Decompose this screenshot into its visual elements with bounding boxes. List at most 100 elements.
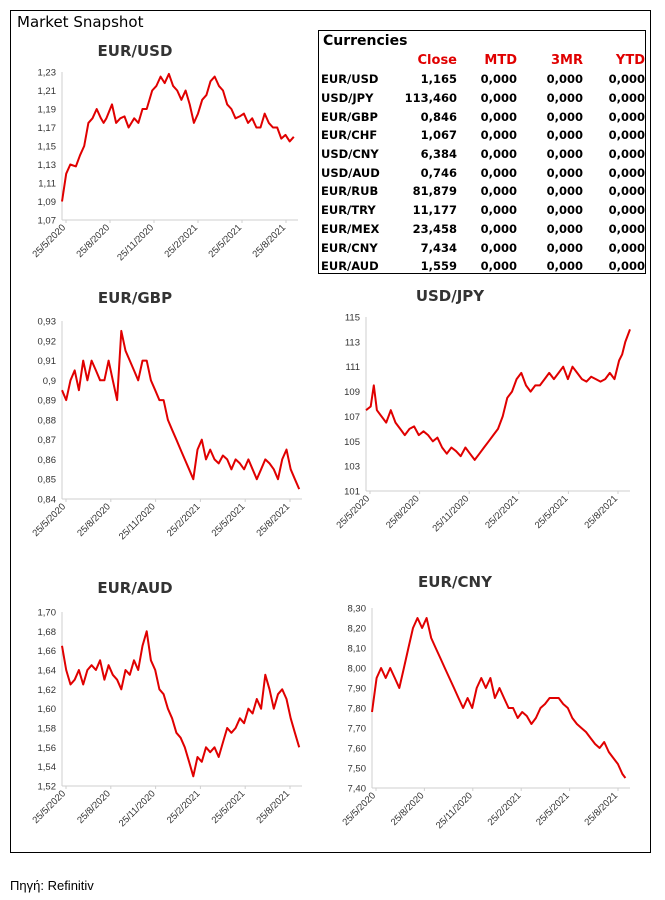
y-tick-label: 0,89 [38,396,57,407]
y-tick-label: 1,13 [38,160,57,171]
x-tick-label: 25/8/2020 [389,790,427,828]
y-tick-label: 1,09 [38,197,57,208]
pair-cell: EUR/GBP [321,109,378,124]
ytd-cell: 0,000 [608,109,645,124]
close-cell: 81,879 [412,184,457,199]
x-tick-label: 25/8/2021 [582,790,620,828]
x-tick-label: 25/11/2020 [117,501,158,542]
ytd-cell: 0,000 [608,72,645,87]
x-tick-label: 25/5/2021 [210,788,248,826]
close-cell: 11,177 [412,203,457,218]
mtd-cell: 0,000 [480,147,517,162]
mtd-cell: 0,000 [480,128,517,143]
table-row: EUR/CHF 1,067 0,000 0,000 0,000 [321,126,645,145]
pair-cell: EUR/MEX [321,221,380,236]
table-row: EUR/TRY 11,177 0,000 0,000 0,000 [321,201,645,220]
y-tick-label: 1,66 [38,646,57,657]
y-tick-label: 1,54 [38,762,57,773]
y-tick-label: 103 [344,462,360,473]
3mr-cell: 0,000 [546,91,583,106]
pair-cell: EUR/CNY [321,240,378,255]
3mr-cell: 0,000 [546,203,583,218]
y-tick-label: 1,17 [38,123,57,134]
3mr-cell: 0,000 [546,165,583,180]
y-tick-label: 1,64 [38,666,57,677]
series-line [61,630,301,778]
pair-cell: USD/JPY [321,91,374,106]
ytd-cell: 0,000 [608,128,645,143]
y-tick-label: 109 [344,387,360,398]
y-tick-label: 0,87 [38,435,57,446]
y-tick-label: 1,07 [38,216,57,227]
table-row: EUR/USD 1,165 0,000 0,000 0,000 [321,70,645,89]
source-note: Πηγή: Refinitiv [10,878,94,893]
close-cell: 0,746 [420,165,457,180]
y-tick-label: 0,93 [38,317,57,328]
table-body: EUR/USD 1,165 0,000 0,000 0,000 USD/JPY 113,46… [321,70,645,276]
x-tick-label: 25/5/2021 [206,222,244,260]
y-tick-label: 0,86 [38,455,57,466]
y-tick-label: 7,60 [348,744,367,755]
x-tick-label: 25/5/2020 [334,493,372,531]
y-tick-label: 1,52 [38,782,57,793]
x-tick-label: 25/11/2020 [117,788,158,829]
y-tick-label: 7,70 [348,724,367,735]
y-tick-label: 115 [345,313,360,324]
3mr-cell: 0,000 [546,147,583,162]
close-cell: 6,384 [420,147,457,162]
col-header-mtd: MTD [484,53,517,68]
3mr-cell: 0,000 [546,221,583,236]
y-tick-label: 1,15 [38,142,57,153]
pair-cell: EUR/USD [321,72,379,87]
x-tick-label: 25/5/2020 [340,790,378,828]
pair-cell: EUR/AUD [321,259,379,274]
table-row: EUR/AUD 1,559 0,000 0,000 0,000 [321,257,645,276]
y-tick-label: 1,21 [38,86,57,97]
chart-euraud: EUR/AUD 1,52 1,54 1,56 1,58 1,60 1,62 1,64 1,66 1… [30,579,302,829]
y-tick-label: 7,80 [348,704,367,715]
mtd-cell: 0,000 [480,91,517,106]
ytd-cell: 0,000 [608,221,645,236]
x-tick-label: 25/5/2020 [30,501,68,539]
y-tick-label: 105 [344,437,360,448]
x-tick-label: 25/5/2020 [30,788,68,826]
3mr-cell: 0,000 [546,259,583,274]
3mr-cell: 0,000 [546,72,583,87]
mtd-cell: 0,000 [480,203,517,218]
ytd-cell: 0,000 [608,203,645,218]
y-tick-label: 0,91 [38,356,57,367]
y-tick-label: 1,56 [38,743,57,754]
x-tick-label: 25/8/2021 [582,493,620,531]
mtd-cell: 0,000 [480,165,517,180]
3mr-cell: 0,000 [546,109,583,124]
table-row: EUR/MEX 23,458 0,000 0,000 0,000 [321,220,645,239]
snapshot-frame [10,10,651,853]
y-tick-label: 1,68 [38,627,57,638]
mtd-cell: 0,000 [480,240,517,255]
y-tick-label: 7,50 [348,764,367,775]
col-header-pair [321,51,391,70]
table-header-row: Close MTD 3MR YTD [321,51,645,70]
x-tick-label: 25/8/2020 [75,501,113,539]
close-cell: 0,846 [420,109,457,124]
y-tick-label: 1,23 [38,68,57,79]
ytd-cell: 0,000 [608,240,645,255]
x-tick-label: 25/8/2021 [254,788,292,826]
y-tick-label: 8,30 [348,604,367,615]
x-tick-label: 25/2/2021 [165,788,203,826]
x-tick-label: 25/8/2020 [74,222,112,260]
series-line [365,329,631,461]
3mr-cell: 0,000 [546,184,583,199]
pair-cell: USD/CNY [321,147,379,162]
chart-title: EUR/CNY [418,573,493,591]
chart-usdjpy: USD/JPY 101 103 105 107 109 111 113 115 25/5/2020… [334,287,631,534]
x-tick-label: 25/2/2021 [486,790,524,828]
y-tick-label: 7,90 [348,684,367,695]
chart-eurcny: EUR/CNY 7,40 7,50 7,60 7,70 7,80 7,90 8,00 8,10 8… [340,573,630,831]
series-line [61,329,301,490]
x-tick-label: 25/5/2021 [210,501,248,539]
x-tick-label: 25/2/2021 [165,501,203,539]
chart-title: EUR/AUD [97,579,172,597]
mtd-cell: 0,000 [480,109,517,124]
y-tick-label: 8,20 [348,624,367,635]
